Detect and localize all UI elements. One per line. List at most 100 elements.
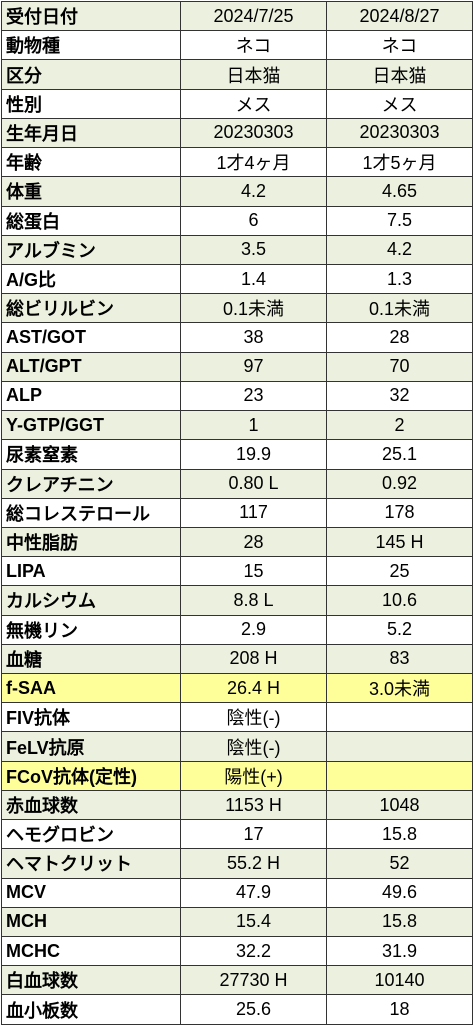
value-2024-8-27: 1048 [327, 790, 473, 819]
row-label: 区分 [2, 60, 181, 89]
value-2024-7-25: 27730 H [181, 966, 327, 995]
row-label: 中性脂肪 [2, 527, 181, 556]
row-label: 生年月日 [2, 118, 181, 147]
value-2024-7-25: 3.5 [181, 235, 327, 264]
value-2024-7-25: 208 H [181, 644, 327, 673]
table-row: ヘマトクリット 55.2 H 52 [2, 849, 473, 878]
value-2024-7-25: 8.8 L [181, 586, 327, 615]
table-row: 総ビリルビン 0.1未満 0.1未満 [2, 294, 473, 323]
row-label: 総コレステロール [2, 498, 181, 527]
table-row: AST/GOT 38 28 [2, 323, 473, 352]
table-row: 赤血球数 1153 H 1048 [2, 790, 473, 819]
value-2024-8-27: 0.92 [327, 469, 473, 498]
table-row: アルブミン 3.5 4.2 [2, 235, 473, 264]
value-2024-7-25: 55.2 H [181, 849, 327, 878]
row-label: MCV [2, 878, 181, 907]
value-2024-7-25: 1153 H [181, 790, 327, 819]
table-row: 血小板数 25.6 18 [2, 995, 473, 1024]
value-2024-7-25: 陰性(-) [181, 703, 327, 732]
row-label: 血糖 [2, 644, 181, 673]
value-2024-7-25: 117 [181, 498, 327, 527]
value-2024-7-25: 17 [181, 820, 327, 849]
value-2024-8-27: 15.8 [327, 907, 473, 936]
row-label: FIV抗体 [2, 703, 181, 732]
table-row: MCV 47.9 49.6 [2, 878, 473, 907]
row-label: A/G比 [2, 264, 181, 293]
table-row: 血糖 208 H 83 [2, 644, 473, 673]
table-row: 体重 4.2 4.65 [2, 177, 473, 206]
value-2024-8-27 [327, 703, 473, 732]
table-row: ヘモグロビン 17 15.8 [2, 820, 473, 849]
table-row: 総蛋白 6 7.5 [2, 206, 473, 235]
value-2024-8-27: 18 [327, 995, 473, 1024]
value-2024-8-27: 2 [327, 411, 473, 440]
row-label: 受付日付 [2, 2, 181, 31]
row-label: 尿素窒素 [2, 440, 181, 469]
table-row: Y-GTP/GGT 1 2 [2, 411, 473, 440]
row-label: MCHC [2, 937, 181, 966]
row-label: ALT/GPT [2, 352, 181, 381]
table-row: 動物種 ネコ ネコ [2, 31, 473, 60]
row-label: クレアチニン [2, 469, 181, 498]
value-2024-7-25: 25.6 [181, 995, 327, 1024]
value-2024-7-25: 23 [181, 381, 327, 410]
value-2024-8-27: 20230303 [327, 118, 473, 147]
table-row: 区分 日本猫 日本猫 [2, 60, 473, 89]
table-row: 性別 メス メス [2, 89, 473, 118]
value-2024-8-27: ネコ [327, 31, 473, 60]
row-label: 体重 [2, 177, 181, 206]
row-label: 無機リン [2, 615, 181, 644]
value-2024-7-25: メス [181, 89, 327, 118]
table-row: 中性脂肪 28 145 H [2, 527, 473, 556]
row-label: Y-GTP/GGT [2, 411, 181, 440]
row-label: FeLV抗原 [2, 732, 181, 761]
value-2024-7-25: 15 [181, 557, 327, 586]
row-label: 動物種 [2, 31, 181, 60]
value-2024-7-25: 47.9 [181, 878, 327, 907]
row-label: 年齢 [2, 148, 181, 177]
table-row: MCHC 32.2 31.9 [2, 937, 473, 966]
table-row: MCH 15.4 15.8 [2, 907, 473, 936]
value-2024-8-27: 5.2 [327, 615, 473, 644]
value-2024-7-25: 1 [181, 411, 327, 440]
value-2024-8-27: 10140 [327, 966, 473, 995]
value-2024-8-27: 145 H [327, 527, 473, 556]
value-2024-7-25: 6 [181, 206, 327, 235]
row-label: カルシウム [2, 586, 181, 615]
value-2024-8-27: 52 [327, 849, 473, 878]
value-2024-7-25: 1才4ヶ月 [181, 148, 327, 177]
row-label: ALP [2, 381, 181, 410]
value-2024-8-27 [327, 732, 473, 761]
value-2024-7-25: 26.4 H [181, 674, 327, 703]
row-label: LIPA [2, 557, 181, 586]
value-2024-7-25: 2.9 [181, 615, 327, 644]
table-row: 年齢 1才4ヶ月 1才5ヶ月 [2, 148, 473, 177]
value-2024-8-27: 31.9 [327, 937, 473, 966]
value-2024-8-27: 4.2 [327, 235, 473, 264]
table-row: A/G比 1.4 1.3 [2, 264, 473, 293]
table-row: ALT/GPT 97 70 [2, 352, 473, 381]
value-2024-8-27: 3.0未満 [327, 674, 473, 703]
table-row: クレアチニン 0.80 L 0.92 [2, 469, 473, 498]
row-label: 白血球数 [2, 966, 181, 995]
value-2024-8-27: 70 [327, 352, 473, 381]
value-2024-8-27: 25 [327, 557, 473, 586]
value-2024-8-27: 25.1 [327, 440, 473, 469]
value-2024-8-27: 178 [327, 498, 473, 527]
value-2024-8-27 [327, 761, 473, 790]
value-2024-7-25: 19.9 [181, 440, 327, 469]
value-2024-7-25: 4.2 [181, 177, 327, 206]
value-2024-8-27: 10.6 [327, 586, 473, 615]
row-label: ヘモグロビン [2, 820, 181, 849]
value-2024-8-27: 49.6 [327, 878, 473, 907]
value-2024-7-25: 日本猫 [181, 60, 327, 89]
row-label: FCoV抗体(定性) [2, 761, 181, 790]
row-label: 総ビリルビン [2, 294, 181, 323]
value-2024-8-27: 0.1未満 [327, 294, 473, 323]
table-row: 総コレステロール 117 178 [2, 498, 473, 527]
value-2024-7-25: ネコ [181, 31, 327, 60]
row-label: アルブミン [2, 235, 181, 264]
value-2024-8-27: 15.8 [327, 820, 473, 849]
table-row: ALP 23 32 [2, 381, 473, 410]
